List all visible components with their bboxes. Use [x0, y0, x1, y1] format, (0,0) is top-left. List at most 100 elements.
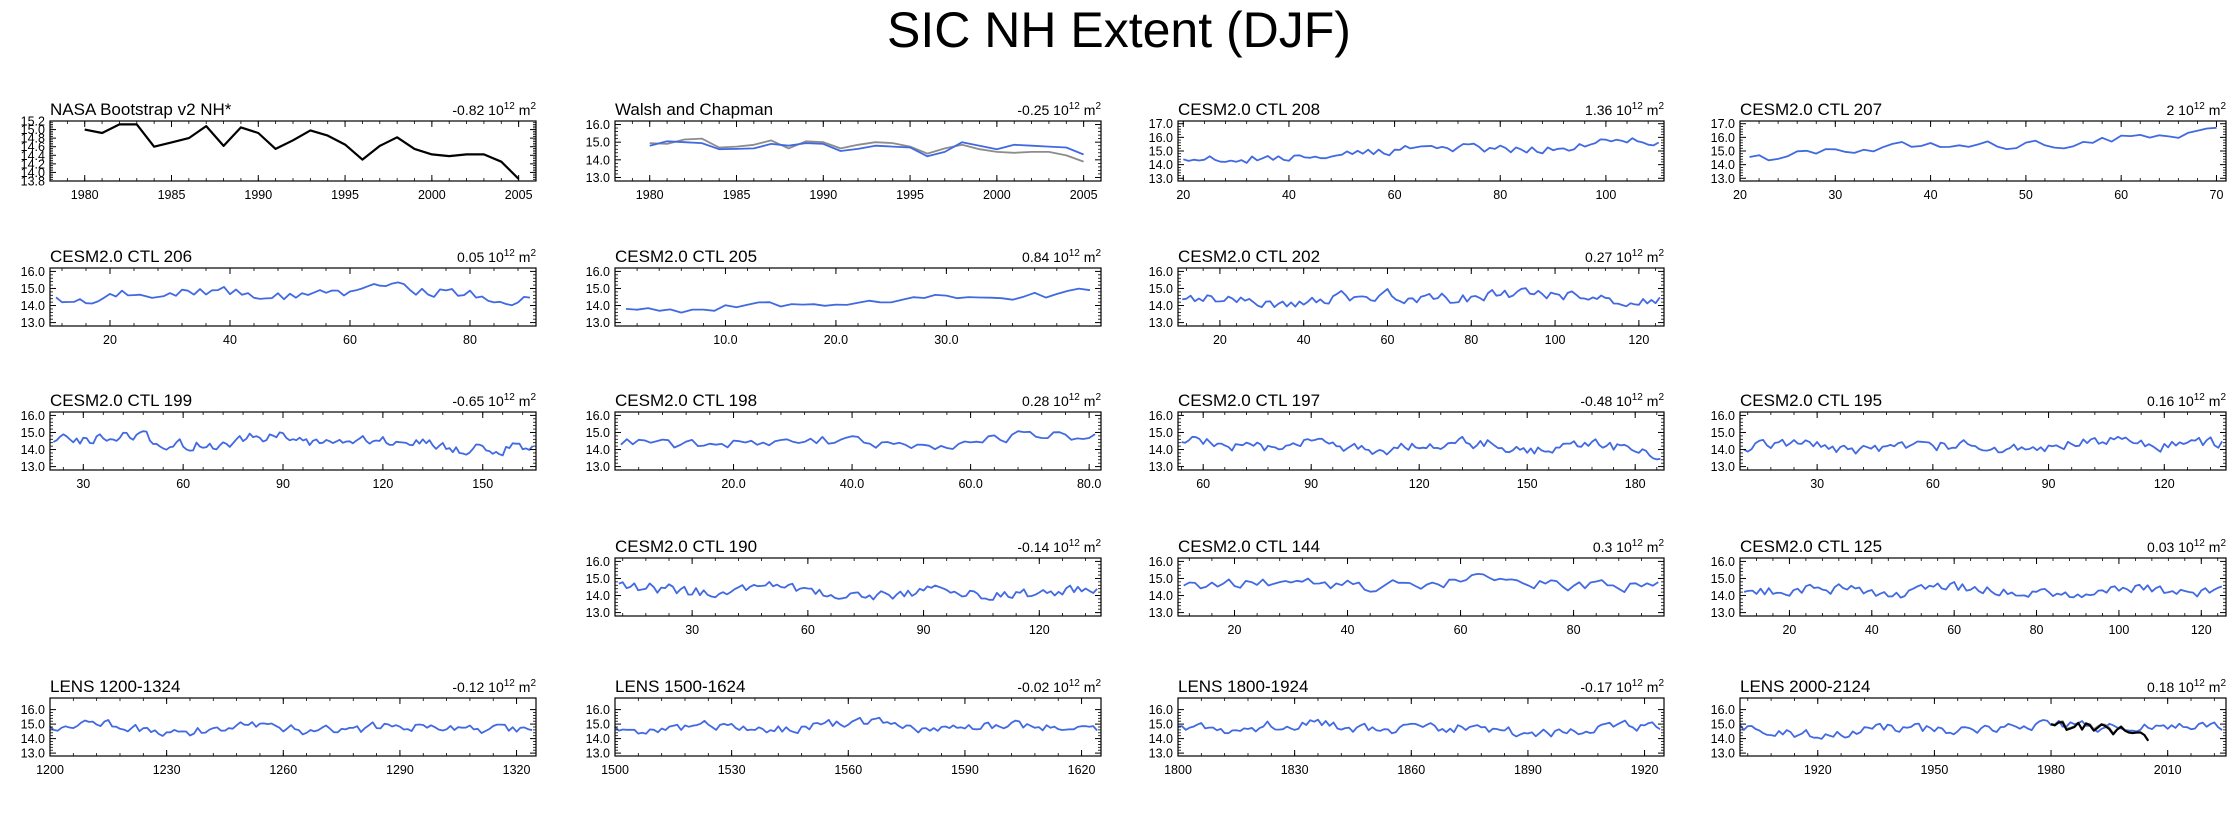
x-tick-label: 70: [2210, 188, 2224, 202]
panel-title: LENS 1200-1324: [50, 677, 180, 696]
y-tick-label: 13.8: [21, 175, 45, 189]
trend-label: 0.03 1012 m2: [2147, 538, 2226, 555]
trend-unit-exponent: 2: [1095, 248, 1101, 259]
panel-title: LENS 1800-1924: [1178, 677, 1308, 696]
trend-value: 0.18 10: [2147, 679, 2194, 695]
x-tick-label: 60: [801, 623, 815, 637]
trend-exponent: 12: [1069, 101, 1081, 112]
y-tick-label: 15.0: [586, 572, 610, 586]
panel-title: CESM2.0 CTL 202: [1178, 247, 1320, 266]
x-tick-label: 60: [176, 477, 190, 491]
y-tick-label: 15.0: [1149, 572, 1173, 586]
y-tick-label: 15.0: [21, 718, 45, 732]
trend-value: -0.02 10: [1017, 679, 1069, 695]
y-tick-label: 14.0: [1149, 158, 1173, 172]
x-tick-label: 20: [1213, 333, 1227, 347]
x-tick-label: 120: [372, 477, 393, 491]
y-tick-label: 13.0: [1711, 460, 1735, 474]
trend-value: -0.48 10: [1580, 393, 1632, 409]
y-tick-label: 15.0: [1149, 145, 1173, 159]
x-tick-label: 30: [685, 623, 699, 637]
y-tick-label: 14.0: [586, 299, 610, 313]
panel-p3: CESM2.0 CTL 208 1.36 1012 m213.014.015.01…: [1149, 100, 1665, 202]
x-tick-label: 100: [2108, 623, 2129, 637]
x-tick-label: 120: [1409, 477, 1430, 491]
y-tick-label: 14.0: [21, 732, 45, 746]
trend-unit: m: [2205, 102, 2221, 118]
y-tick-label: 14.0: [1711, 443, 1735, 457]
x-tick-label: 60: [1454, 623, 1468, 637]
x-tick-label: 1920: [1631, 763, 1659, 777]
trend-exponent: 12: [1632, 678, 1644, 689]
x-tick-label: 180: [1625, 477, 1646, 491]
x-tick-label: 40: [1297, 333, 1311, 347]
x-tick-label: 100: [1545, 333, 1566, 347]
x-tick-label: 2000: [418, 188, 446, 202]
x-tick-label: 1590: [951, 763, 979, 777]
x-tick-label: 1980: [636, 188, 664, 202]
x-tick-label: 2010: [2154, 763, 2182, 777]
x-tick-label: 40.0: [840, 477, 864, 491]
trend-unit: m: [515, 249, 531, 265]
x-tick-label: 1950: [1920, 763, 1948, 777]
x-tick-label: 20: [1176, 188, 1190, 202]
x-tick-label: 120: [1029, 623, 1050, 637]
y-tick-label: 17.0: [1149, 117, 1173, 131]
x-tick-label: 20: [1782, 623, 1796, 637]
series-line-2: [2050, 721, 2150, 742]
y-tick-label: 14.0: [1149, 589, 1173, 603]
x-tick-label: 60: [1196, 477, 1210, 491]
plot-frame: [49, 411, 537, 471]
y-tick-label: 16.0: [1711, 409, 1735, 423]
trend-label: -0.82 1012 m2: [452, 101, 536, 118]
x-tick-label: 1830: [1281, 763, 1309, 777]
trend-unit-exponent: 2: [1658, 678, 1664, 689]
panel-p6: CESM2.0 CTL 205 0.84 1012 m2 13.0 14.0 15.0 1…: [586, 247, 1102, 347]
series-line-0: [52, 430, 534, 457]
trend-label: 0.18 1012 m2: [2147, 678, 2226, 695]
series-line-0: [1182, 287, 1661, 308]
trend-unit: m: [1643, 102, 1659, 118]
x-tick-label: 1200: [36, 763, 64, 777]
x-tick-label: 30: [1810, 477, 1824, 491]
x-tick-label: 80.0: [1077, 477, 1101, 491]
panel-title: CESM2.0 CTL 198: [615, 391, 757, 410]
x-tick-label: 20: [103, 333, 117, 347]
x-tick-label: 150: [1517, 477, 1538, 491]
panel-title: CESM2.0 CTL 207: [1740, 100, 1882, 119]
y-tick-label: 13.0: [1149, 460, 1173, 474]
y-tick-label: 14.0: [21, 166, 45, 180]
y-tick-label: 13.0: [586, 316, 610, 330]
y-tick-label: 15.0: [1149, 282, 1173, 296]
trend-exponent: 12: [1069, 538, 1081, 549]
y-tick-label: 16.0: [586, 555, 610, 569]
panel-title: CESM2.0 CTL 199: [50, 391, 192, 410]
trend-unit: m: [1643, 539, 1659, 555]
y-tick-label: 13.0: [586, 171, 610, 185]
y-tick-label: 16.0: [1711, 131, 1735, 145]
y-tick-label: 13.0: [1711, 747, 1735, 761]
trend-exponent: 12: [504, 101, 516, 112]
trend-label: -0.48 1012 m2: [1580, 392, 1664, 409]
trend-unit: m: [515, 393, 531, 409]
series-line-0: [1743, 435, 2223, 455]
trend-label: 0.05 1012 m2: [457, 248, 536, 265]
trend-value: -0.65 10: [452, 393, 504, 409]
panel-p14: CESM2.0 CTL 125 0.03 1012 m2 13.0 14.0 15.0 1…: [1711, 537, 2227, 637]
x-tick-label: 120: [2191, 623, 2212, 637]
trend-unit: m: [1643, 249, 1659, 265]
y-tick-label: 14.0: [1149, 732, 1173, 746]
panel-title: LENS 1500-1624: [615, 677, 745, 696]
trend-label: 0.84 1012 m2: [1022, 248, 1101, 265]
trend-value: 0.28 10: [1022, 393, 1069, 409]
x-tick-label: 1230: [153, 763, 181, 777]
x-tick-label: 60: [1947, 623, 1961, 637]
x-tick-label: 20.0: [824, 333, 848, 347]
series-line-0: [1749, 126, 2217, 162]
x-tick-label: 80: [463, 333, 477, 347]
x-tick-label: 1800: [1164, 763, 1192, 777]
panel-title: NASA Bootstrap v2 NH*: [50, 100, 232, 119]
y-tick-label: 13.0: [1711, 172, 1735, 186]
x-tick-label: 1985: [158, 188, 186, 202]
y-tick-label: 13.0: [586, 606, 610, 620]
